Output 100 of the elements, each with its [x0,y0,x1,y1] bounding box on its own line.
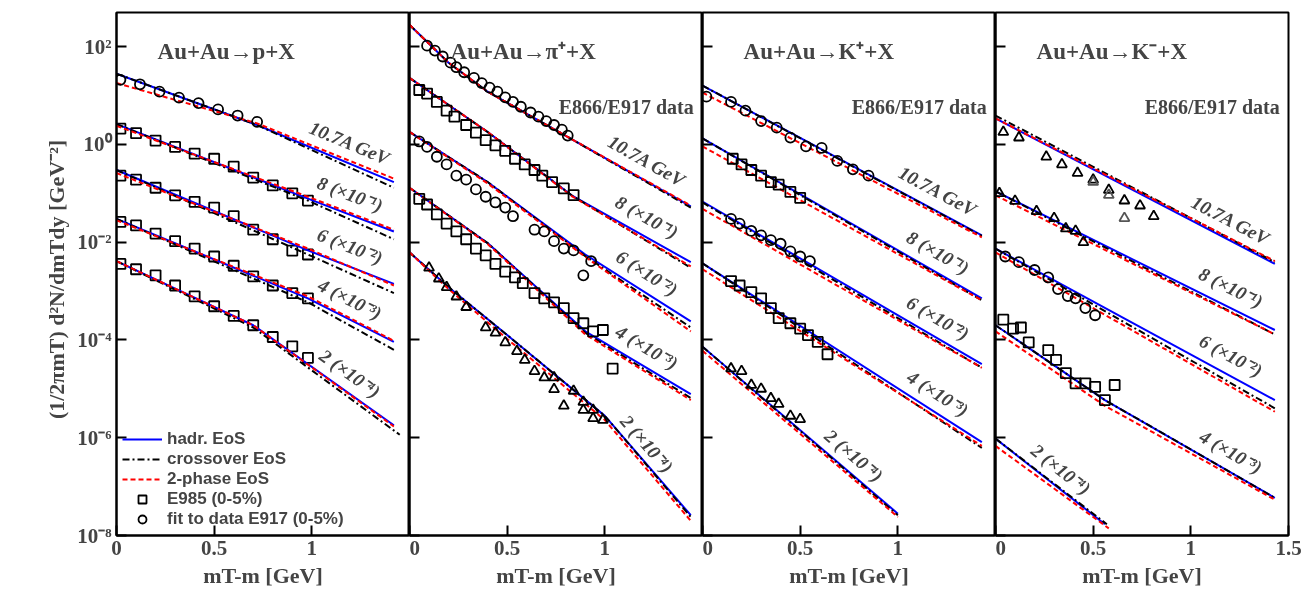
point [266,179,279,192]
point [149,134,162,147]
point [772,312,785,325]
point [518,158,531,171]
point [557,302,570,314]
point [421,39,433,52]
point [130,263,142,276]
point [555,123,568,136]
point [764,176,777,188]
point [755,292,767,305]
point [266,233,279,246]
point [208,250,221,263]
point [997,125,1010,136]
point [302,351,314,364]
point [1028,264,1041,276]
point [208,201,221,214]
x-axis-title: mT-m [GeV] [1082,562,1202,588]
point [227,160,240,173]
point [567,312,580,325]
point [149,227,162,240]
y-tick-label: 10⁻⁶ [77,425,112,450]
point [430,150,443,163]
point [847,163,859,176]
point [130,127,142,140]
point [1042,271,1055,284]
point [745,225,758,237]
point [577,317,590,330]
point [995,186,1006,198]
point [302,248,314,261]
point [208,152,221,165]
point [1030,204,1043,216]
point [745,286,758,299]
point [458,66,471,79]
point [518,353,531,364]
point [423,261,435,272]
point [725,361,737,373]
point [1069,377,1082,390]
point [755,115,767,127]
point [1069,292,1082,305]
point [755,382,767,393]
point [448,110,461,123]
point [130,219,142,232]
point [247,270,260,283]
point [227,310,240,322]
point [1009,194,1021,205]
point [450,61,463,74]
point [1108,379,1121,391]
point [726,152,739,165]
point [577,395,590,406]
point [528,223,541,236]
point [770,121,783,134]
point [1089,309,1102,322]
point [134,78,146,91]
x-tick-label: 0 [995,535,1006,560]
point [450,289,463,301]
point [188,147,201,160]
point [499,201,512,214]
point [460,173,473,186]
point [733,217,746,230]
point [997,313,1010,326]
point [567,189,580,201]
point [804,255,816,268]
point [507,96,519,108]
point [421,198,433,211]
legend-label: hadr. EoS [167,429,246,449]
point [470,183,482,196]
annotation: E866/E917 data [851,95,987,118]
point [596,324,609,336]
point [725,212,737,225]
point [483,81,496,94]
annotation: 6 (×10⁻²) [313,224,386,270]
point [116,169,127,182]
point [794,412,807,423]
point [499,144,512,157]
point [784,409,797,420]
point [1059,367,1072,379]
point [536,169,549,182]
point [149,269,162,282]
point [1118,193,1131,205]
point [247,171,260,184]
point [509,271,521,284]
point [450,225,463,238]
point [557,242,570,255]
y-tick-label: 10⁻⁴ [77,327,113,352]
annotation: E866/E917 data [558,95,694,118]
point [1118,211,1131,222]
point [1052,283,1064,295]
point [815,141,828,154]
annotation: 10.7A GeV [306,117,394,170]
point [585,255,598,268]
point [169,235,181,248]
point [169,141,181,153]
point [247,319,260,332]
point [470,242,482,255]
point [479,320,492,332]
point [1050,354,1062,366]
point [548,382,560,394]
point [538,370,551,382]
point [489,326,502,337]
point [489,196,502,209]
